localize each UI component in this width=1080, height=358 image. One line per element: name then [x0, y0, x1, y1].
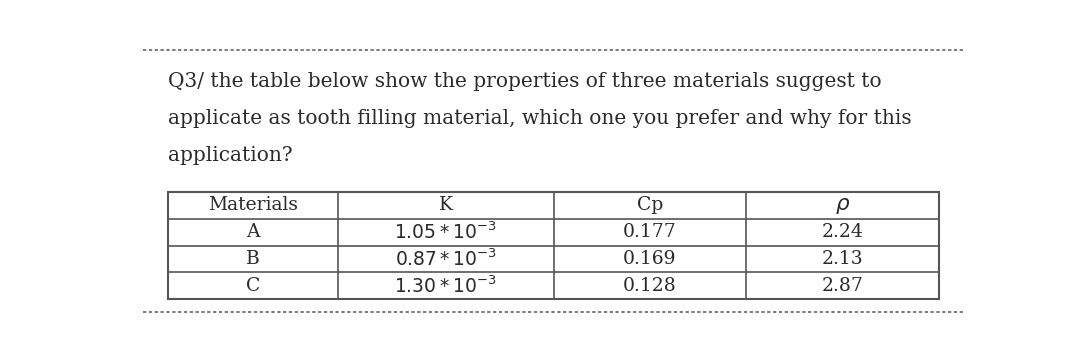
Text: Cp: Cp [636, 196, 663, 214]
Text: 0.169: 0.169 [623, 250, 676, 268]
Text: Materials: Materials [208, 196, 298, 214]
Text: C: C [246, 277, 260, 295]
Text: 2.13: 2.13 [822, 250, 863, 268]
Text: $0.87*10^{-3}$: $0.87*10^{-3}$ [394, 248, 497, 270]
Text: application?: application? [168, 146, 293, 165]
Text: 2.24: 2.24 [821, 223, 863, 241]
Text: $1.05*10^{-3}$: $1.05*10^{-3}$ [394, 221, 497, 243]
Text: Q3/ the table below show the properties of three materials suggest to: Q3/ the table below show the properties … [168, 72, 882, 91]
Text: B: B [246, 250, 260, 268]
Text: A: A [246, 223, 260, 241]
Text: 0.128: 0.128 [623, 277, 677, 295]
Text: $1.30*10^{-3}$: $1.30*10^{-3}$ [394, 275, 497, 297]
Text: applicate as tooth filling material, which one you prefer and why for this: applicate as tooth filling material, whi… [168, 109, 913, 128]
Text: 0.177: 0.177 [623, 223, 677, 241]
Bar [168, 192, 939, 299]
Text: K: K [438, 196, 453, 214]
Text: 2.87: 2.87 [821, 277, 863, 295]
Text: $\rho$: $\rho$ [835, 194, 850, 216]
